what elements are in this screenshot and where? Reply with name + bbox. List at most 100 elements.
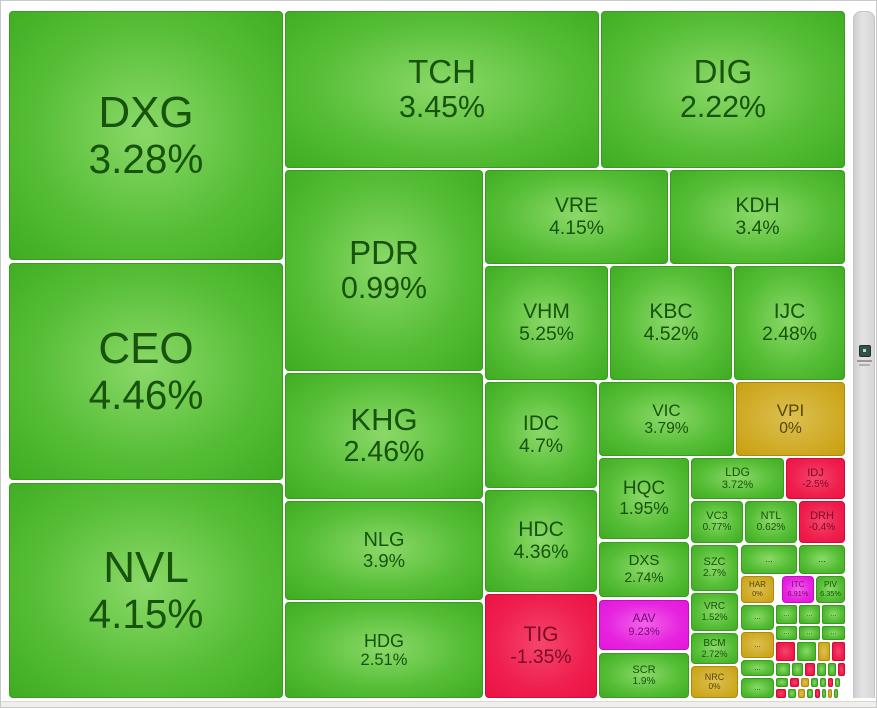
tile-VRE[interactable]: VRE 4.15% [485, 170, 668, 264]
mosaic-tile[interactable] [828, 678, 833, 687]
mosaic-tile[interactable]: ... [822, 626, 845, 640]
ticker-label: ... [830, 629, 837, 637]
bottom-status-strip [1, 701, 876, 707]
ticker-label: ... [783, 610, 790, 618]
mosaic-tile[interactable] [835, 678, 840, 687]
treemap: DXG 3.28% CEO 4.46% NVL 4.15% TCH 3.45% DIG 2.22%… [1, 1, 853, 707]
tile-SCR[interactable]: SCR 1.9% [599, 653, 689, 698]
ticker-label: SCR [632, 663, 656, 676]
mosaic-tile[interactable] [811, 678, 818, 687]
tile-HDC[interactable]: HDC 4.36% [485, 490, 597, 592]
tile-HAR[interactable]: HAR 0% [741, 576, 774, 603]
mosaic-tile[interactable] [820, 678, 826, 687]
mosaic-tile[interactable] [776, 663, 790, 676]
mosaic-tile[interactable] [776, 689, 786, 698]
tile-NLG[interactable]: NLG 3.9% [285, 501, 483, 600]
mosaic-tile[interactable] [807, 689, 813, 698]
mosaic-tile[interactable] [817, 663, 826, 676]
tile-BCM[interactable]: BCM 2.72% [691, 633, 738, 664]
tile-VIC[interactable]: VIC 3.79% [599, 382, 734, 456]
ticker-label: NTL [760, 510, 782, 523]
mosaic-tile[interactable] [776, 642, 795, 661]
tile-IJC[interactable]: IJC 2.48% [734, 266, 845, 380]
ticker-label: VRC [703, 601, 726, 613]
change-label: 4.46% [88, 372, 204, 419]
tile-more[interactable]: ... [741, 678, 774, 698]
tile-VC3[interactable]: VC3 0.77% [691, 501, 743, 543]
tile-more[interactable]: ... [741, 545, 797, 574]
tile-DIG[interactable]: DIG 2.22% [601, 11, 845, 168]
tile-KDH[interactable]: KDH 3.4% [670, 170, 845, 264]
mosaic-tile[interactable] [798, 689, 805, 698]
ticker-label: CEO [98, 324, 194, 374]
ticker-label: KDH [735, 194, 780, 218]
tile-NVL[interactable]: NVL 4.15% [9, 483, 283, 698]
tile-IDC[interactable]: IDC 4.7% [485, 382, 597, 488]
tile-PIV[interactable]: PIV 6.35% [816, 576, 845, 603]
ticker-label: IDC [522, 412, 560, 436]
tile-more[interactable]: ... [741, 632, 774, 658]
tile-KBC[interactable]: KBC 4.52% [610, 266, 732, 380]
mosaic-tile[interactable] [815, 689, 820, 698]
panel-toggle-icon[interactable] [859, 345, 871, 357]
tile-HDG[interactable]: HDG 2.51% [285, 602, 483, 698]
mosaic-tile[interactable] [838, 663, 845, 676]
change-label: 3.9% [363, 550, 405, 572]
side-panel-splitter[interactable] [853, 11, 875, 698]
tile-KHG[interactable]: KHG 2.46% [285, 373, 483, 499]
tile-VRC[interactable]: VRC 1.52% [691, 593, 738, 631]
ticker-label: ... [818, 554, 826, 565]
mosaic-tile[interactable] [790, 678, 799, 687]
ticker-label: ... [754, 639, 761, 649]
tile-TIG[interactable]: TIG -1.35% [485, 594, 597, 698]
mosaic-tile[interactable] [801, 678, 809, 687]
tile-HQC[interactable]: HQC 1.95% [599, 458, 689, 539]
tile-DRH[interactable]: DRH -0.4% [799, 501, 845, 543]
tile-LDG[interactable]: LDG 3.72% [691, 458, 784, 499]
panel-splitter-decor [857, 360, 872, 362]
change-label: 2.7% [702, 568, 727, 580]
tile-DXS[interactable]: DXS 2.74% [599, 542, 689, 597]
mosaic-tile[interactable]: ... [799, 605, 820, 624]
change-label: 1.9% [632, 675, 656, 687]
change-label: 2.22% [679, 90, 767, 124]
tile-AAV[interactable]: AAV 9.23% [599, 600, 689, 650]
mosaic-tile[interactable] [776, 678, 788, 687]
mosaic-tile[interactable]: ... [822, 605, 845, 624]
mosaic-tile[interactable] [822, 689, 826, 698]
tile-more[interactable]: ... [799, 545, 845, 574]
ticker-label: KHG [350, 401, 418, 437]
tile-VHM[interactable]: VHM 5.25% [485, 266, 608, 380]
change-label: 0% [752, 588, 763, 598]
tile-CEO[interactable]: CEO 4.46% [9, 263, 283, 480]
mosaic-tile[interactable] [832, 642, 845, 661]
tile-more[interactable]: ... [741, 605, 774, 630]
tile-DXG[interactable]: DXG 3.28% [9, 11, 283, 260]
tile-IDJ[interactable]: IDJ -2.5% [786, 458, 845, 499]
tile-VPI[interactable]: VPI 0% [736, 382, 845, 456]
tile-NRC[interactable]: NRC 0% [691, 666, 738, 698]
change-label: 0% [708, 682, 721, 692]
mosaic-tile[interactable] [792, 663, 803, 676]
tile-SZC[interactable]: SZC 2.7% [691, 545, 738, 591]
mosaic-tile[interactable] [834, 689, 838, 698]
ticker-label: HDG [364, 630, 404, 651]
tile-ITC[interactable]: ITC 6.91% [782, 576, 814, 603]
mosaic-tile[interactable]: ... [776, 605, 797, 624]
mosaic-tile[interactable] [788, 689, 796, 698]
tile-TCH[interactable]: TCH 3.45% [285, 11, 599, 168]
tile-more[interactable]: ... [741, 660, 774, 676]
mosaic-tile[interactable] [797, 642, 816, 661]
change-label: 4.36% [513, 541, 569, 563]
tile-PDR[interactable]: PDR 0.99% [285, 170, 483, 371]
mosaic-tile[interactable] [805, 663, 815, 676]
ticker-label: VIC [652, 400, 681, 420]
mosaic-tile[interactable]: ... [776, 626, 797, 640]
mosaic-tile[interactable]: ... [799, 626, 820, 640]
tile-NTL[interactable]: NTL 0.62% [745, 501, 797, 543]
mosaic-tile[interactable] [818, 642, 830, 661]
mosaic-tile[interactable] [828, 663, 836, 676]
change-label: 9.23% [628, 625, 660, 638]
mosaic-tile[interactable] [828, 689, 832, 698]
